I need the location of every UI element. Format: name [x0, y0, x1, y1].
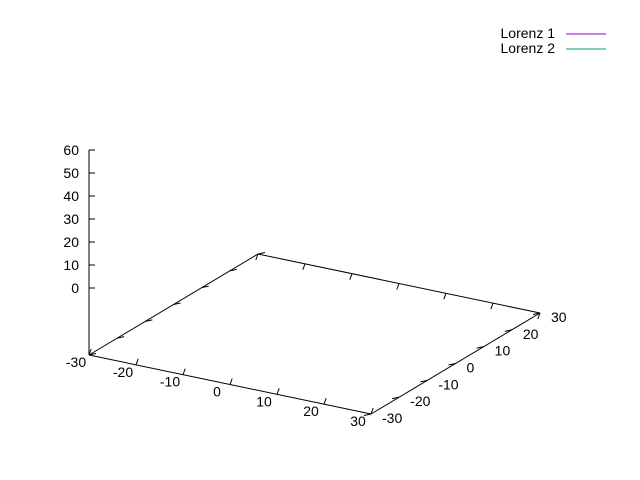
x-tick-mark — [88, 348, 92, 356]
x-tick-mark — [370, 407, 374, 415]
y-tick-mark-left — [145, 319, 153, 322]
y-tick-label: -10 — [438, 376, 458, 392]
x-tick-label: -20 — [113, 364, 133, 380]
x-tick-mark — [182, 368, 186, 375]
x-tick-mark-back — [302, 263, 306, 271]
x-tick-mark — [135, 358, 139, 366]
y-tick-mark — [363, 413, 372, 416]
y-tick-label: -20 — [410, 393, 430, 409]
y-tick-mark — [504, 329, 512, 332]
y-tick-mark-left — [257, 252, 266, 255]
x-tick-label: -30 — [66, 354, 86, 370]
y-tick-label: 0 — [467, 360, 475, 376]
x-tick-mark-back — [490, 302, 494, 310]
y-tick-mark — [476, 346, 484, 349]
z-tick-label: 50 — [63, 165, 79, 181]
z-tick-label: 0 — [71, 280, 79, 296]
y-tick-mark-left — [88, 353, 97, 356]
y-tick-mark-left — [173, 302, 181, 305]
legend-entry-lorenz-1: Lorenz 1 — [501, 25, 606, 41]
legend: Lorenz 1 Lorenz 2 — [501, 25, 606, 56]
x-tick-label: 0 — [213, 384, 221, 400]
y-tick-mark-left — [117, 336, 125, 339]
z-tick-label: 60 — [63, 142, 79, 158]
y-tick-label: 20 — [523, 326, 539, 342]
x-tick-mark — [229, 378, 233, 385]
y-tick-mark — [420, 379, 428, 383]
x-tick-label: 10 — [256, 393, 272, 409]
y-tick-mark-left — [201, 285, 209, 289]
x-tick-label: 20 — [303, 403, 319, 419]
x-tick-mark-back — [443, 293, 447, 300]
y-tick-mark — [448, 363, 456, 366]
x-tick-label: 30 — [350, 413, 366, 429]
legend-label-lorenz-1: Lorenz 1 — [501, 25, 556, 41]
y-tick-label: -30 — [382, 410, 402, 426]
x-tick-mark-back — [537, 312, 541, 320]
z-tick-label: 30 — [63, 211, 79, 227]
x-tick-mark-back — [396, 283, 400, 290]
x-tick-mark — [323, 397, 327, 405]
x-tick-mark-back — [255, 253, 259, 261]
z-tick-label: 40 — [63, 188, 79, 204]
legend-label-lorenz-2: Lorenz 2 — [501, 40, 556, 56]
x-tick-mark — [276, 388, 280, 395]
x-tick-mark-back — [349, 273, 353, 280]
legend-entry-lorenz-2: Lorenz 2 — [501, 40, 606, 56]
tick-labels: -30 -20 -10 0 10 20 30 -30 -20 -10 0 10 20 30 0 10 20 30 4… — [63, 142, 566, 429]
tick-marks — [88, 149, 541, 416]
z-tick-label: 20 — [63, 234, 79, 250]
z-tick-label: 10 — [63, 257, 79, 273]
x-tick-label: -10 — [160, 374, 180, 390]
y-tick-mark — [392, 396, 400, 400]
y-tick-label: 10 — [495, 343, 511, 359]
y-tick-label: 30 — [551, 309, 567, 325]
y-tick-mark-left — [229, 268, 237, 272]
y-tick-mark — [532, 312, 541, 315]
